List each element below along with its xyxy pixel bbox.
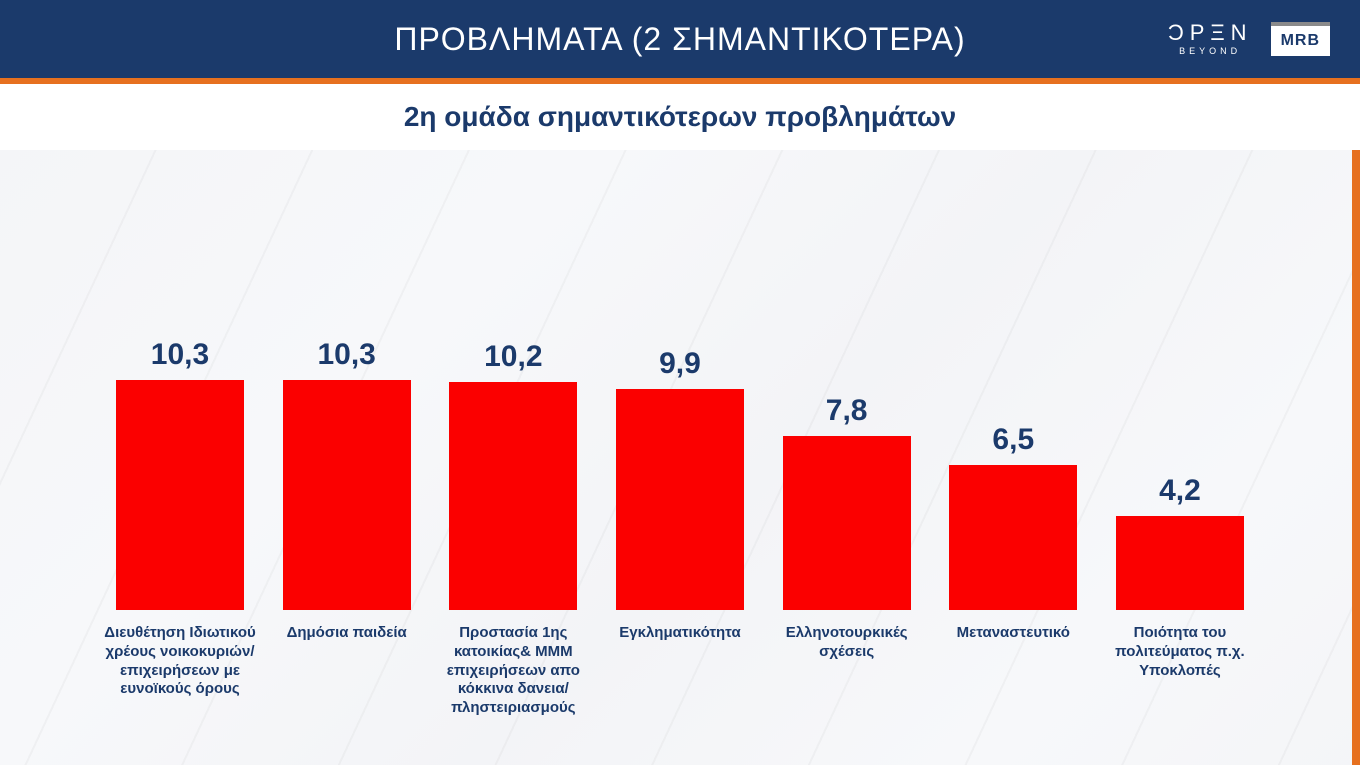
bar-value: 10,3: [151, 338, 209, 372]
mrb-logo: MRB: [1271, 22, 1330, 56]
bar-label: Εγκληματικότητα: [600, 624, 760, 718]
bar: [116, 380, 244, 610]
bar-wrap: 10,3: [100, 338, 260, 610]
bar-label: Ποιότητα του πολιτεύματος π.χ. Υποκλοπές: [1100, 624, 1260, 718]
bar-wrap: 4,2: [1100, 474, 1260, 610]
logos-container: ϽPΞN BEYOND MRB: [1168, 22, 1330, 56]
bar: [949, 465, 1077, 610]
bar-wrap: 7,8: [767, 394, 927, 610]
subtitle-bar: 2η ομάδα σημαντικότερων προβλημάτων: [0, 84, 1360, 150]
bar-value: 6,5: [992, 423, 1034, 457]
bar-wrap: 10,3: [267, 338, 427, 610]
bar: [783, 436, 911, 610]
bar: [449, 382, 577, 610]
bar-wrap: 10,2: [433, 340, 593, 610]
bar-value: 10,3: [317, 338, 375, 372]
bar-value: 7,8: [826, 394, 868, 428]
open-logo: ϽPΞN BEYOND: [1168, 22, 1253, 56]
header-title: ΠΡΟΒΛΗΜΑΤΑ (2 ΣΗΜΑΝΤΙΚΟΤΕΡΑ): [394, 21, 965, 58]
bar: [283, 380, 411, 610]
header-bar: ΠΡΟΒΛΗΜΑΤΑ (2 ΣΗΜΑΝΤΙΚΟΤΕΡΑ) ϽPΞN BEYOND…: [0, 0, 1360, 78]
bar-label: Προστασία 1ης κατοικίας& ΜΜΜ επιχειρήσεω…: [433, 624, 593, 718]
bar-wrap: 6,5: [933, 423, 1093, 610]
open-logo-text: ϽPΞN: [1168, 22, 1253, 44]
bar: [1116, 516, 1244, 610]
bars-row: 10,3 10,3 10,2 9,9 7,8 6,5 4,2: [100, 180, 1260, 610]
chart-area: 10,3 10,3 10,2 9,9 7,8 6,5 4,2 Διευθέτηση Ιδιω…: [0, 150, 1360, 765]
bar-label: Ελληνοτουρκικές σχέσεις: [767, 624, 927, 718]
subtitle-text: 2η ομάδα σημαντικότερων προβλημάτων: [404, 101, 956, 133]
open-logo-sub: BEYOND: [1179, 46, 1241, 56]
bar-label: Μεταναστευτικό: [933, 624, 1093, 718]
bar-value: 9,9: [659, 347, 701, 381]
labels-row: Διευθέτηση Ιδιωτικού χρέους νοικοκυριών/…: [100, 624, 1260, 718]
bar-value: 4,2: [1159, 474, 1201, 508]
bar-wrap: 9,9: [600, 347, 760, 610]
bar: [616, 389, 744, 610]
bar-value: 10,2: [484, 340, 542, 374]
right-accent-strip: [1352, 150, 1360, 765]
bar-label: Δημόσια παιδεία: [267, 624, 427, 718]
bar-label: Διευθέτηση Ιδιωτικού χρέους νοικοκυριών/…: [100, 624, 260, 718]
